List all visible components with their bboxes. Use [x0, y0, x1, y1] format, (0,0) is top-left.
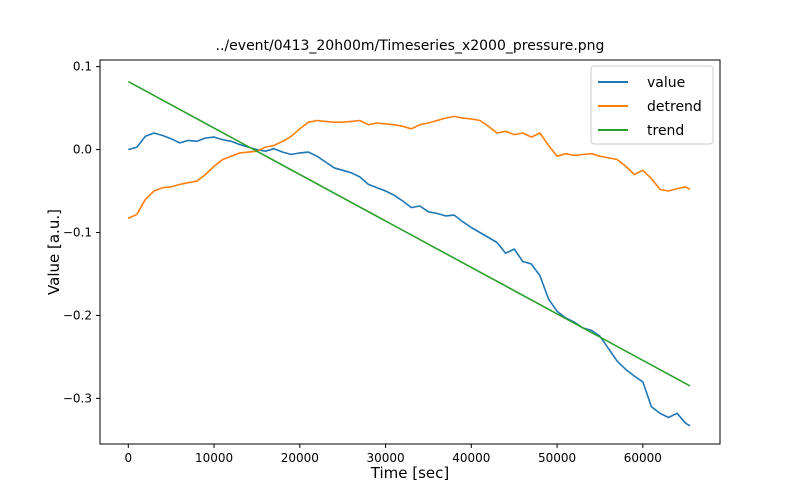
x-tick-label: 0: [124, 451, 132, 465]
series-line-trend: [127, 80, 691, 387]
legend-label-detrend: detrend: [647, 99, 702, 115]
x-tick-label: 60000: [624, 451, 662, 465]
y-tick-label: −0.1: [63, 226, 92, 240]
axes-frame: [99, 59, 721, 445]
legend-entries: value detrend trend: [598, 75, 702, 139]
legend-box: [590, 65, 714, 145]
y-tick-label: −0.2: [63, 308, 92, 322]
y-tick-label: −0.3: [63, 391, 92, 405]
y-tick-label: 0.1: [73, 60, 92, 74]
y-axis-label: Value [a.u.]: [45, 209, 63, 295]
x-tick-label: 10000: [195, 451, 233, 465]
legend: value detrend trend: [590, 65, 714, 145]
series-line-detrend: [127, 115, 691, 220]
legend-label-value: value: [647, 75, 685, 91]
plot-area: 0 10000 20000 30000 40000 50000 60000 0.1 0.0 −0…: [63, 59, 721, 465]
y-ticks: 0.1 0.0 −0.1 −0.2 −0.3: [63, 60, 100, 405]
x-tick-label: 30000: [366, 451, 404, 465]
y-tick-label: 0.0: [73, 143, 92, 157]
x-tick-label: 50000: [538, 451, 576, 465]
x-ticks: 0 10000 20000 30000 40000 50000 60000: [124, 444, 662, 465]
x-axis-label: Time [sec]: [370, 464, 449, 482]
legend-label-trend: trend: [647, 123, 684, 139]
series-layer: [127, 80, 691, 427]
x-tick-label: 20000: [281, 451, 319, 465]
chart-title: ../event/0413_20h00m/Timeseries_x2000_pr…: [216, 38, 605, 54]
x-tick-label: 40000: [452, 451, 490, 465]
